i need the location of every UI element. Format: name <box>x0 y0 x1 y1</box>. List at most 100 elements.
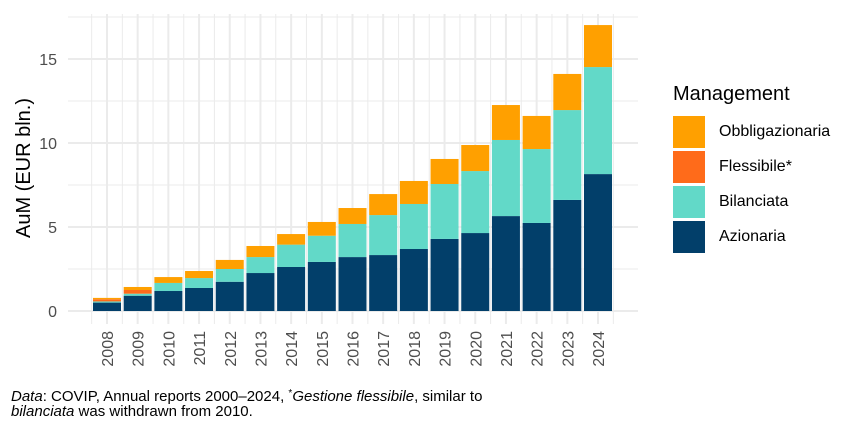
bar-azionaria-2013 <box>246 273 275 311</box>
bar-azionaria-2010 <box>154 291 183 311</box>
x-tick-label: 2013 <box>253 331 270 367</box>
bar-obbligazionaria-2023 <box>553 73 582 111</box>
y-tick-label: 0 <box>48 304 57 321</box>
caption: Data: COVIP, Annual reports 2000–2024, *… <box>11 388 571 420</box>
x-tick-label: 2015 <box>315 331 332 367</box>
y-tick-label: 10 <box>39 136 57 153</box>
bar-azionaria-2009 <box>123 295 152 311</box>
bar-bilanciata-2014 <box>277 244 306 267</box>
bar-obbligazionaria-2015 <box>307 221 336 236</box>
bar-flessibile-2008 <box>93 299 121 302</box>
legend-label: Obbligazionaria <box>719 122 831 140</box>
bar-azionaria-2014 <box>277 266 306 311</box>
legend-swatch <box>673 150 705 183</box>
bar-bilanciata-2016 <box>338 223 367 258</box>
bar-bilanciata-2012 <box>215 269 244 282</box>
bar-obbligazionaria-2021 <box>491 105 520 140</box>
y-tick-label: 15 <box>39 52 57 69</box>
bar-azionaria-2016 <box>338 257 367 311</box>
legend-label: Azionaria <box>719 227 786 245</box>
bar-obbligazionaria-2022 <box>522 115 551 150</box>
bar-obbligazionaria-2011 <box>185 271 214 279</box>
bar-bilanciata-2008 <box>93 301 121 303</box>
x-axis-ticks: 2008 2009 2010 2011 2012 2013 2014 2015 2016 2017… <box>100 331 608 367</box>
caption-end: was withdrawn from 2010. <box>74 403 253 420</box>
legend-label: Flessibile* <box>719 157 792 175</box>
bar-azionaria-2020 <box>461 233 490 311</box>
bar-azionaria-2011 <box>185 287 214 311</box>
bar-bilanciata-2009 <box>123 293 152 296</box>
bar-obbligazionaria-2013 <box>246 245 275 258</box>
bar-azionaria-2021 <box>491 216 520 311</box>
x-tick-label: 2009 <box>131 331 148 367</box>
bars <box>93 25 612 311</box>
bar-obbligazionaria-2018 <box>399 180 428 204</box>
bar-azionaria-2023 <box>553 199 582 311</box>
bar-obbligazionaria-2012 <box>215 259 244 269</box>
bar-obbligazionaria-2019 <box>430 158 459 184</box>
x-tick-label: 2016 <box>346 331 363 367</box>
bar-bilanciata-2021 <box>491 139 520 217</box>
bar-bilanciata-2015 <box>307 235 336 262</box>
x-tick-label: 2017 <box>376 331 393 367</box>
x-tick-label: 2014 <box>284 331 301 367</box>
bar-azionaria-2022 <box>522 222 551 311</box>
bar-bilanciata-2017 <box>369 215 398 256</box>
bar-bilanciata-2023 <box>553 110 582 200</box>
legend-label: Bilanciata <box>719 192 789 210</box>
bar-obbligazionaria-2017 <box>369 194 398 216</box>
x-tick-label: 2010 <box>161 331 178 367</box>
bar-azionaria-2024 <box>584 174 612 311</box>
bar-azionaria-2017 <box>369 255 398 311</box>
x-tick-label: 2011 <box>192 331 209 366</box>
x-tick-label: 2019 <box>438 331 455 367</box>
caption-bilanciata: bilanciata <box>11 403 75 420</box>
x-tick-label: 2008 <box>100 331 117 367</box>
bar-bilanciata-2020 <box>461 171 490 234</box>
bar-azionaria-2019 <box>430 238 459 311</box>
bar-azionaria-2012 <box>215 281 244 311</box>
legend-item-obbligazionaria: Obbligazionaria <box>673 114 830 149</box>
legend-items: Obbligazionaria Flessibile* Bilanciata Azio… <box>673 114 830 254</box>
bar-azionaria-2015 <box>307 261 336 311</box>
caption-data-label: Data <box>11 388 43 405</box>
legend-swatch <box>673 115 705 148</box>
bar-bilanciata-2018 <box>399 203 428 250</box>
bar-bilanciata-2019 <box>430 183 459 239</box>
x-tick-label: 2022 <box>530 331 547 367</box>
legend-item-azionaria: Azionaria <box>673 219 830 254</box>
bar-obbligazionaria-2009 <box>123 286 152 290</box>
bar-obbligazionaria-2008 <box>93 297 121 300</box>
y-axis-title: AuM (EUR bln.) <box>13 98 35 238</box>
y-tick-label: 5 <box>48 220 57 237</box>
bar-bilanciata-2022 <box>522 149 551 223</box>
legend-title: Management <box>673 83 790 105</box>
bar-azionaria-2008 <box>93 302 121 311</box>
legend: Management Obbligazionaria Flessibile* Bil… <box>673 82 830 254</box>
bar-bilanciata-2011 <box>185 278 214 288</box>
bar-azionaria-2018 <box>399 249 428 311</box>
caption-source: : COVIP, Annual reports 2000–2024, <box>42 388 289 405</box>
bar-obbligazionaria-2024 <box>584 25 612 68</box>
bar-flessibile-2009 <box>123 290 152 294</box>
caption-footnote-mark: * <box>288 388 293 399</box>
y-axis-ticks: 0 5 10 15 <box>39 52 57 321</box>
x-tick-label: 2023 <box>560 331 577 367</box>
bar-obbligazionaria-2014 <box>277 234 306 245</box>
bar-bilanciata-2010 <box>154 282 183 292</box>
legend-swatch <box>673 185 705 218</box>
x-tick-label: 2021 <box>499 331 516 367</box>
caption-gestione: Gestione flessibile <box>292 388 415 405</box>
bar-obbligazionaria-2010 <box>154 277 183 283</box>
legend-swatch <box>673 220 705 253</box>
legend-item-bilanciata: Bilanciata <box>673 184 830 219</box>
x-tick-label: 2018 <box>407 331 424 367</box>
bar-obbligazionaria-2016 <box>338 208 367 224</box>
bar-bilanciata-2013 <box>246 257 275 274</box>
x-tick-label: 2024 <box>591 331 608 367</box>
x-tick-label: 2020 <box>468 331 485 367</box>
bar-bilanciata-2024 <box>584 67 612 175</box>
caption-middle: , similar to <box>414 388 483 405</box>
x-tick-label: 2012 <box>223 331 240 367</box>
